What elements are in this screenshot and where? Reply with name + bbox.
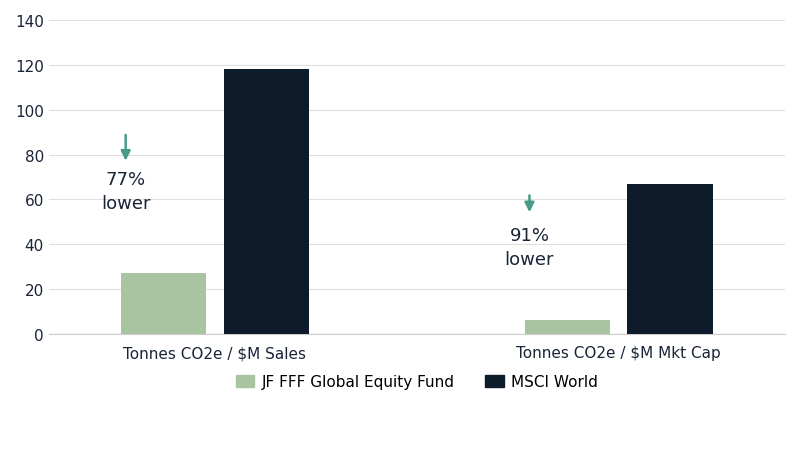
Bar (525, 321, 610, 334)
Bar (223, 70, 309, 334)
Text: 77%
lower: 77% lower (101, 171, 150, 212)
Bar (627, 184, 713, 334)
Bar (121, 274, 206, 334)
Legend: JF FFF Global Equity Fund, MSCI World: JF FFF Global Equity Fund, MSCI World (230, 368, 604, 395)
Text: 91%
lower: 91% lower (505, 227, 554, 268)
